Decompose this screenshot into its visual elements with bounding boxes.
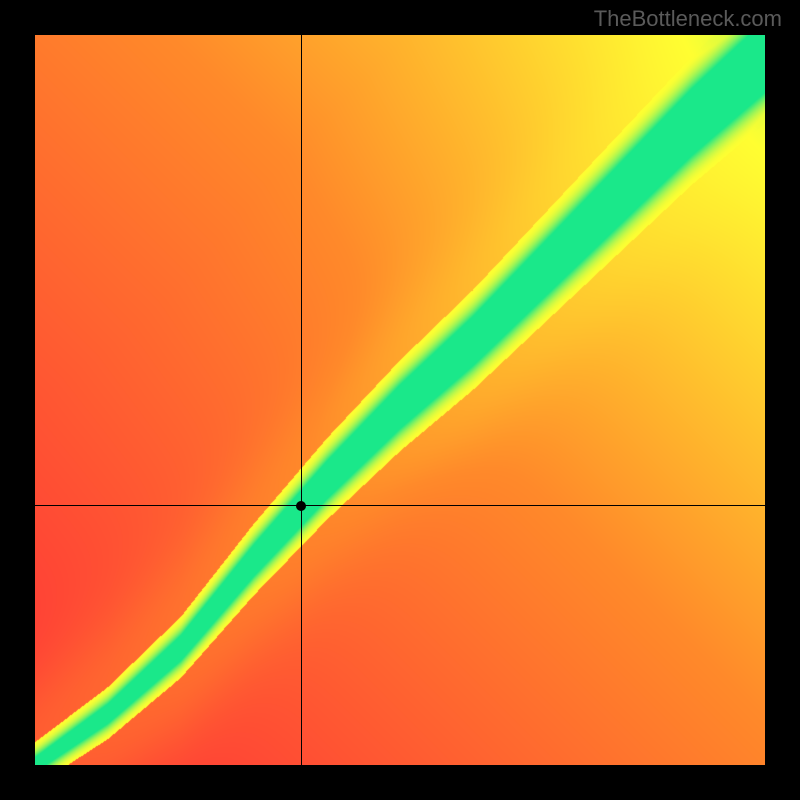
marker-dot (296, 501, 306, 511)
heatmap-canvas (35, 35, 765, 765)
watermark-text: TheBottleneck.com (594, 6, 782, 32)
crosshair-vertical (301, 35, 302, 765)
crosshair-horizontal (35, 505, 765, 506)
plot-area (35, 35, 765, 765)
chart-container: TheBottleneck.com (0, 0, 800, 800)
